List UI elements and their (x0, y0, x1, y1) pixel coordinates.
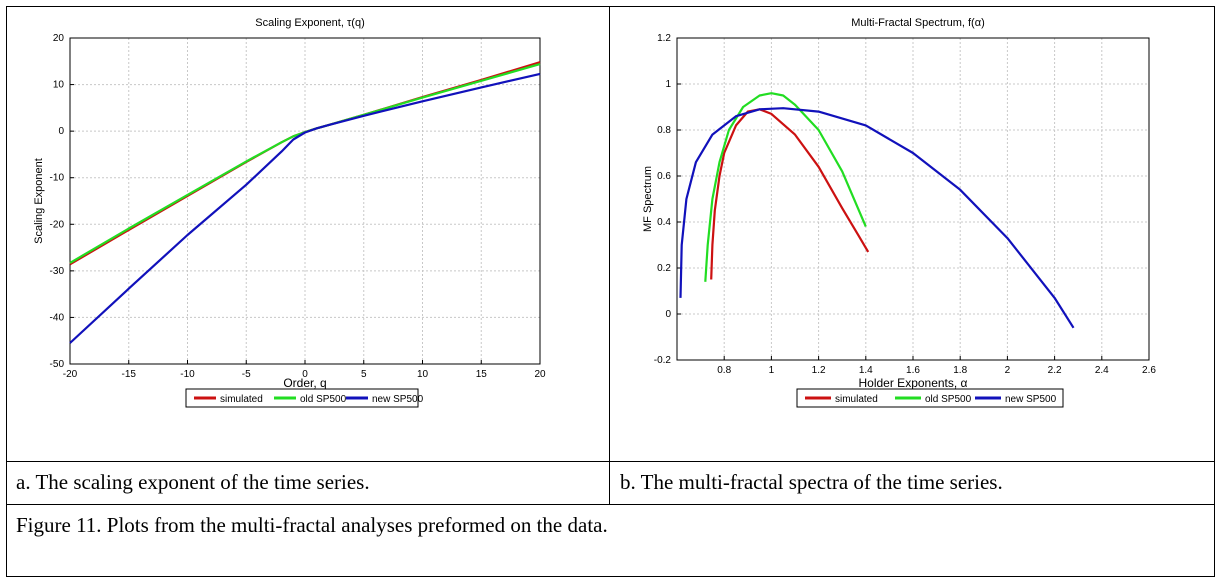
x-tick-label: 2.4 (1095, 365, 1109, 376)
y-tick-label: 1 (665, 79, 671, 90)
series-lines (69, 61, 541, 344)
x-axis-label: Order, q (283, 376, 326, 390)
x-tick-label: 0 (302, 369, 308, 380)
y-tick-label: 0.2 (657, 263, 671, 274)
y-tick-label: 0 (665, 309, 671, 320)
y-tick-label: 0.8 (657, 125, 671, 136)
figure-caption: Figure 11. Plots from the multi-fractal … (16, 513, 608, 537)
legend-label-old-sp500: old SP500 (925, 394, 972, 405)
x-tick-label: 2.6 (1142, 365, 1156, 376)
x-tick-label: 20 (534, 369, 546, 380)
chart-title: Scaling Exponent, τ(q) (255, 17, 365, 29)
x-tick-label: -15 (122, 369, 137, 380)
x-tick-label: -20 (63, 369, 78, 380)
y-axis-label: Scaling Exponent (33, 158, 45, 244)
y-tick-label: 20 (53, 33, 65, 44)
legend-box (185, 388, 419, 408)
legend-box (796, 388, 1064, 408)
y-tick-label: -30 (50, 266, 65, 277)
x-tick-label: -5 (242, 369, 251, 380)
caption-a: a. The scaling exponent of the time seri… (16, 470, 370, 494)
legend-label-old-sp500: old SP500 (300, 394, 347, 405)
x-axis-label: Holder Exponents, α (859, 376, 968, 390)
x-tick-label: 5 (361, 369, 367, 380)
legend-label-simulated: simulated (835, 394, 878, 405)
legend: simulated old SP500 new SP500 (185, 388, 424, 408)
y-tick-label: -20 (50, 219, 65, 230)
y-tick-label: 0.6 (657, 171, 671, 182)
x-tick-label: 15 (476, 369, 488, 380)
legend: simulated old SP500 new SP500 (796, 388, 1064, 408)
y-tick-label: -0.2 (654, 355, 672, 366)
y-tick-label: 10 (53, 80, 65, 91)
x-tick-label: -10 (180, 369, 195, 380)
y-tick-label: 1.2 (657, 33, 671, 44)
series-line-new-sp500 (69, 72, 541, 344)
y-tick-label: 0 (58, 126, 64, 137)
caption-b: b. The multi-fractal spectra of the time… (620, 470, 1003, 494)
x-tick-label: 2 (1005, 365, 1011, 376)
gridlines (69, 37, 541, 365)
x-tick-label: 10 (417, 369, 429, 380)
x-tick-label: 1.8 (953, 365, 967, 376)
series-line-simulated (710, 108, 870, 280)
figure-caption-cell (6, 504, 1215, 577)
y-tick-label: 0.4 (657, 217, 671, 228)
gridlines (677, 37, 1150, 361)
legend-label-simulated: simulated (220, 394, 263, 405)
series-line-old-sp500 (704, 92, 867, 282)
y-tick-label: -40 (50, 312, 65, 323)
chart-multifractal-spectrum: Multi-Fractal Spectrum, f(α) 0.8 1 1.2 1.4 1… (642, 17, 1157, 408)
x-tick-label: 2.2 (1048, 365, 1062, 376)
x-tick-label: 1.6 (906, 365, 920, 376)
series-lines (679, 92, 1075, 329)
y-axis-label: MF Spectrum (642, 166, 654, 232)
x-tick-label: 1.2 (812, 365, 826, 376)
chart-scaling-exponent: Scaling Exponent, τ(q) -20 -15 -10 -5 0 5 10 15… (33, 17, 546, 408)
tick-labels: 0.8 1 1.2 1.4 1.6 1.8 2 2.2 2.4 2.6 -0.2 0 0.2 0.4 0.6… (654, 33, 1157, 376)
series-line-new-sp500 (679, 107, 1075, 329)
y-tick-label: -50 (50, 359, 65, 370)
legend-label-new-sp500: new SP500 (1005, 394, 1057, 405)
x-tick-label: 1 (769, 365, 775, 376)
legend-label-new-sp500: new SP500 (372, 394, 424, 405)
x-tick-label: 1.4 (859, 365, 873, 376)
y-tick-label: -10 (50, 173, 65, 184)
chart-title: Multi-Fractal Spectrum, f(α) (851, 17, 985, 29)
x-tick-label: 0.8 (717, 365, 731, 376)
